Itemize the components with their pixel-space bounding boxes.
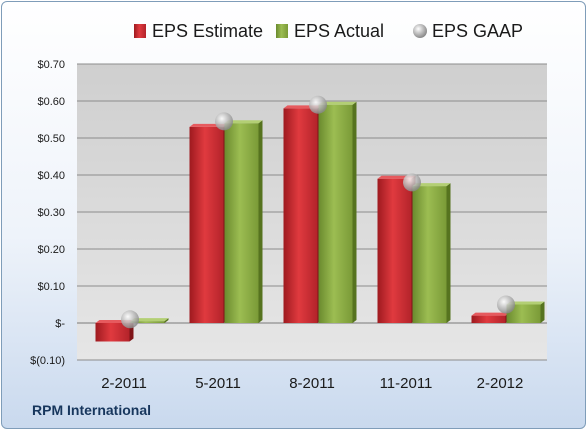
actual-bar <box>224 123 259 323</box>
legend-label: EPS GAAP <box>432 21 523 41</box>
bar-top <box>318 101 357 105</box>
y-tick-label: $(0.10) <box>30 355 65 367</box>
y-tick-label: $0.40 <box>37 170 65 182</box>
legend-swatch-estimate <box>134 24 146 38</box>
y-tick-label: $0.60 <box>37 96 65 108</box>
legend: EPS Estimate EPS Actual EPS GAAP <box>134 21 523 41</box>
legend-swatch-actual <box>276 24 288 38</box>
actual-bar <box>318 104 353 323</box>
gaap-marker <box>497 295 515 314</box>
x-category-label: 5-2011 <box>195 375 241 392</box>
bar-side <box>164 318 169 323</box>
x-category-label: 11-2011 <box>380 375 433 392</box>
estimate-bar <box>471 315 506 323</box>
legend-label: EPS Estimate <box>152 21 263 41</box>
bar-top <box>130 318 169 322</box>
bar-side <box>446 183 451 323</box>
bar-top <box>412 183 451 187</box>
y-tick-label: $0.10 <box>37 281 65 293</box>
y-tick-label: $0.20 <box>37 244 65 256</box>
estimate-bar <box>95 323 130 342</box>
company-label: RPM International <box>32 402 152 418</box>
bar-side <box>352 101 357 323</box>
actual-bar <box>506 304 541 323</box>
actual-bar <box>130 321 165 323</box>
bar-top <box>224 120 263 124</box>
y-tick-label: $0.70 <box>37 59 65 71</box>
x-category-label: 8-2011 <box>289 375 335 392</box>
y-tick-label: $- <box>55 318 65 330</box>
estimate-bar <box>189 126 224 324</box>
gaap-marker <box>403 173 421 192</box>
bar-side <box>258 120 263 323</box>
gaap-marker <box>121 310 139 329</box>
estimate-bar <box>377 178 412 323</box>
bar-side <box>540 301 545 323</box>
gaap-marker <box>309 95 327 114</box>
x-category-label: 2-2012 <box>477 375 524 392</box>
legend-label: EPS Actual <box>294 21 384 41</box>
y-tick-label: $0.50 <box>37 133 65 145</box>
estimate-bar <box>283 108 318 324</box>
gaap-marker <box>215 112 233 131</box>
x-category-label: 2-2011 <box>101 375 147 392</box>
bar-top <box>506 301 545 305</box>
legend-marker-gaap <box>413 24 427 38</box>
y-tick-label: $0.30 <box>37 207 65 219</box>
bar-top <box>471 312 510 316</box>
plot-area: $(0.10) $- $0.10 $0.20 $0.30 $0.40 $0.50 $0.60 $… <box>30 59 547 392</box>
actual-bar <box>412 186 447 323</box>
